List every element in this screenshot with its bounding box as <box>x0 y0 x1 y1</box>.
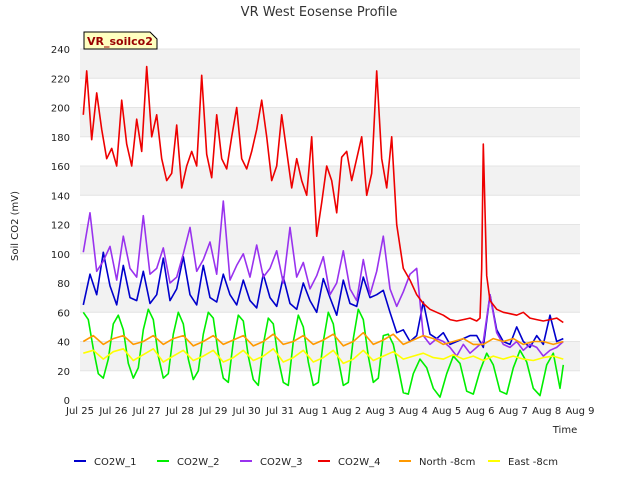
y-tick-label: 0 <box>64 396 70 407</box>
chart-title: VR West Eosense Profile <box>241 5 398 20</box>
grid-bands <box>80 48 580 401</box>
grid-band <box>80 136 580 166</box>
y-tick-label: 40 <box>57 338 70 349</box>
y-axis-ticks: 0 20 40 60 80 100 120 140 160 180 200 220 240 <box>51 45 70 407</box>
legend-item: North -8cm <box>399 457 475 468</box>
x-tick-label: Aug 2 <box>332 406 361 417</box>
grid-band <box>80 253 580 283</box>
x-tick-label: Aug 7 <box>499 406 528 417</box>
legend-item: CO2W_2 <box>157 457 219 468</box>
x-tick-label: Jul 25 <box>65 406 94 417</box>
x-tick-label: Jul 26 <box>98 406 127 417</box>
x-tick-label: Aug 9 <box>565 406 594 417</box>
x-tick-label: Aug 6 <box>465 406 494 417</box>
legend-item: CO2W_1 <box>74 457 136 468</box>
grid-band <box>80 224 580 254</box>
y-tick-label: 120 <box>51 221 70 232</box>
y-axis-title: Soil CO2 (mV) <box>10 191 21 261</box>
series-lines <box>82 65 565 398</box>
grid-band <box>80 78 580 108</box>
x-tick-label: Aug 3 <box>365 406 394 417</box>
x-tick-label: Aug 5 <box>432 406 461 417</box>
legend-label: CO2W_4 <box>338 457 380 468</box>
series-line-2 <box>82 200 564 357</box>
grid-band <box>80 166 580 196</box>
y-tick-label: 140 <box>51 191 70 202</box>
grid-band <box>80 370 580 400</box>
y-tick-label: 80 <box>57 279 70 290</box>
grid-band <box>80 49 580 79</box>
grid-band <box>80 341 580 371</box>
x-tick-label: Jul 29 <box>198 406 227 417</box>
site-badge: VR_soilco2 <box>83 31 158 50</box>
legend-label: CO2W_2 <box>177 457 219 468</box>
x-tick-label: Aug 8 <box>532 406 561 417</box>
y-tick-label: 100 <box>51 250 70 261</box>
series-line-0 <box>82 251 564 349</box>
legend: CO2W_1 CO2W_2 CO2W_3 CO2W_4 North -8cm East -… <box>74 457 558 468</box>
y-tick-label: 180 <box>51 133 70 144</box>
grid-band <box>80 195 580 225</box>
series-line-3 <box>82 65 564 324</box>
site-badge-box <box>83 31 158 50</box>
x-tick-label: Jul 28 <box>165 406 194 417</box>
y-tick-label: 240 <box>51 45 70 56</box>
y-tick-label: 200 <box>51 104 70 115</box>
legend-item: CO2W_3 <box>240 457 302 468</box>
series-line-1 <box>82 308 565 398</box>
x-tick-label: Jul 30 <box>232 406 261 417</box>
y-tick-label: 220 <box>51 74 70 85</box>
site-badge-label: VR_soilco2 <box>87 35 153 48</box>
legend-label: East -8cm <box>508 457 558 468</box>
series-line-4 <box>82 331 564 347</box>
y-tick-label: 60 <box>57 308 70 319</box>
x-axis-ticks: Jul 25 Jul 26 Jul 27 Jul 28 Jul 29 Jul 30 Jul … <box>65 406 595 417</box>
x-tick-label: Aug 1 <box>299 406 328 417</box>
x-tick-label: Jul 27 <box>132 406 161 417</box>
y-tick-label: 160 <box>51 162 70 173</box>
legend-label: CO2W_1 <box>94 457 136 468</box>
x-tick-label: Jul 31 <box>265 406 294 417</box>
x-axis-title: Time <box>552 425 577 436</box>
x-tick-label: Aug 4 <box>399 406 428 417</box>
legend-label: North -8cm <box>419 457 475 468</box>
y-tick-label: 20 <box>57 367 70 378</box>
legend-item: East -8cm <box>488 457 558 468</box>
grid-band <box>80 107 580 137</box>
legend-item: CO2W_4 <box>318 457 380 468</box>
legend-label: CO2W_3 <box>260 457 302 468</box>
series-line-5 <box>83 347 564 365</box>
